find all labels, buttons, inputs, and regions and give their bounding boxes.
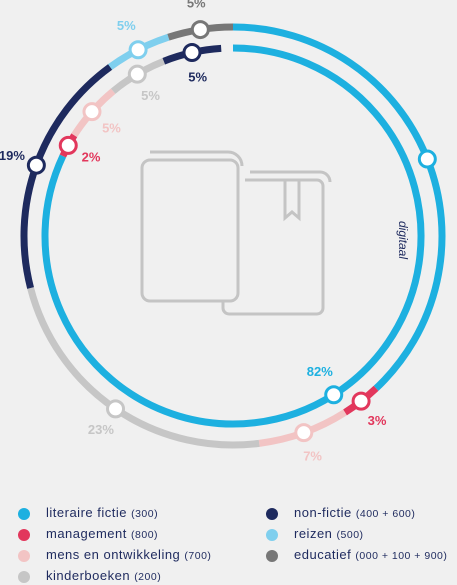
value-label: 2% <box>82 149 101 164</box>
legend-name: kinderboeken <box>46 568 130 583</box>
segment-marker <box>182 43 202 63</box>
legend-swatch <box>18 550 30 562</box>
legend-code: (700) <box>184 550 211 562</box>
legend-name: literaire fictie <box>46 505 127 520</box>
value-label: 3% <box>368 413 387 428</box>
legend-label: non-fictie (400 + 600) <box>294 505 415 520</box>
ring-segment <box>20 64 113 289</box>
legend-swatch <box>18 529 30 541</box>
segment-marker <box>294 423 314 443</box>
value-label: 5% <box>102 120 121 135</box>
legend-code: (800) <box>131 529 158 541</box>
legend-name: management <box>46 526 127 541</box>
legend-swatch <box>266 529 278 541</box>
value-label: 5% <box>188 69 207 84</box>
legend-label: reizen (500) <box>294 526 364 541</box>
value-label: 23% <box>88 422 114 437</box>
value-label: 5% <box>141 88 160 103</box>
segment-marker <box>127 64 147 84</box>
legend-name: mens en ontwikkeling <box>46 547 180 562</box>
value-label: 7% <box>303 449 322 464</box>
legend-label: mens en ontwikkeling (700) <box>46 547 211 562</box>
legend-swatch <box>266 508 278 520</box>
legend-code: (400 + 600) <box>356 508 416 520</box>
legend-label: kinderboeken (200) <box>46 568 161 583</box>
segment-marker <box>417 149 437 169</box>
segment-marker <box>351 391 371 411</box>
legend-code: (500) <box>337 529 364 541</box>
legend-label: educatief (000 + 100 + 900) <box>294 547 447 562</box>
segment-marker <box>26 155 46 175</box>
book-icon <box>140 150 332 316</box>
legend-label: literaire fictie (300) <box>46 505 158 520</box>
legend-name: educatief <box>294 547 351 562</box>
segment-marker <box>58 135 78 155</box>
legend-code: (000 + 100 + 900) <box>355 550 447 562</box>
legend-name: reizen <box>294 526 332 541</box>
value-label: 19% <box>0 148 25 163</box>
segment-marker <box>82 102 102 122</box>
ring-label: digitaal <box>396 221 410 259</box>
legend-code: (300) <box>131 508 158 520</box>
legend-swatch <box>18 508 30 520</box>
legend-label: management (800) <box>46 526 158 541</box>
legend-code: (200) <box>134 571 161 583</box>
legend-swatch <box>18 571 30 583</box>
segment-marker <box>106 399 126 419</box>
segment-marker <box>128 40 148 60</box>
legend-name: non-fictie <box>294 505 352 520</box>
value-label: 5% <box>187 0 206 10</box>
segment-marker <box>190 20 210 40</box>
legend-swatch <box>266 550 278 562</box>
value-label: 5% <box>117 18 136 33</box>
value-label: 82% <box>307 364 333 379</box>
segment-marker <box>324 385 344 405</box>
